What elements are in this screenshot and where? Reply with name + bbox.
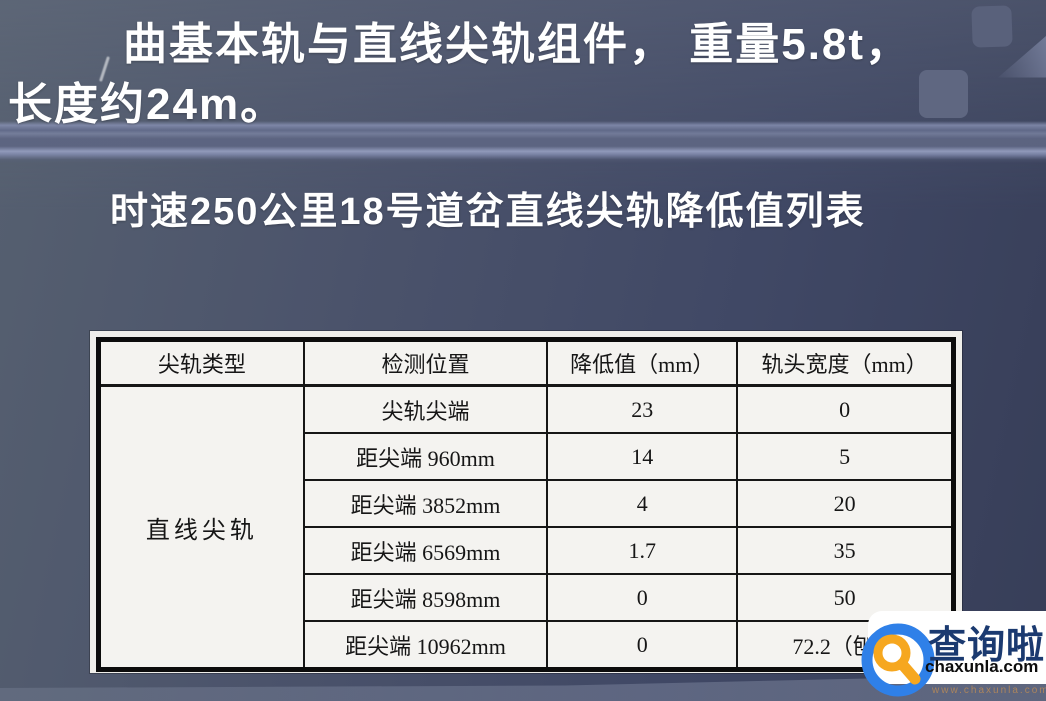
cell-position: 尖轨尖端 bbox=[302, 384, 549, 434]
cell-head-width: 20 bbox=[736, 479, 955, 528]
col-header-reduction: 降低值（mm） bbox=[546, 338, 739, 387]
magnifier-icon bbox=[861, 623, 935, 697]
col-header-head-width: 轨头宽度（mm） bbox=[736, 338, 955, 387]
cell-reduction: 0 bbox=[546, 620, 739, 671]
cell-position: 距尖端 10962mm bbox=[302, 620, 549, 671]
cell-head-width: 5 bbox=[736, 432, 955, 481]
cell-position: 距尖端 3852mm bbox=[302, 479, 549, 528]
horizontal-stripe-band bbox=[0, 121, 1046, 163]
decor-square-top bbox=[971, 5, 1013, 48]
cell-position: 距尖端 8598mm bbox=[302, 573, 549, 622]
col-header-rail-type: 尖轨类型 bbox=[97, 338, 305, 387]
table-row: 距尖端 960mm 14 5 bbox=[99, 432, 955, 481]
decor-square-bottom bbox=[919, 70, 968, 118]
headline-line1: 曲基本轨与直线尖轨组件， 重量5.8t， bbox=[123, 20, 912, 69]
col-header-position: 检测位置 bbox=[302, 338, 549, 387]
headline-line2: 长度约24m。 bbox=[8, 80, 287, 129]
row-group-label: 直线尖轨 bbox=[97, 384, 305, 671]
table-row: 距尖端 6569mm 1.7 35 bbox=[99, 526, 955, 575]
table-row: 距尖端 3852mm 4 20 bbox=[99, 479, 955, 528]
cell-reduction: 14 bbox=[546, 432, 739, 481]
watermark-brand-text: 查询啦 bbox=[928, 625, 1046, 667]
cell-reduction: 1.7 bbox=[546, 526, 739, 575]
cell-head-width: 35 bbox=[736, 526, 955, 575]
cell-position: 距尖端 960mm bbox=[302, 432, 549, 481]
reduction-values-table: 尖轨类型 检测位置 降低值（mm） 轨头宽度（mm） 直线尖轨 尖轨尖端 23 … bbox=[96, 337, 956, 672]
cell-head-width: 0 bbox=[736, 384, 955, 434]
watermark: 查询啦 chaxunla.com www.chaxunla.com bbox=[861, 611, 1046, 697]
cell-reduction: 23 bbox=[546, 384, 739, 434]
watermark-domain-text: chaxunla.com bbox=[925, 657, 1039, 676]
watermark-faint-url: www.chaxunla.com bbox=[932, 685, 1046, 696]
cell-reduction: 0 bbox=[546, 573, 739, 622]
table-title: 时速250公里18号道岔直线尖轨降低值列表 bbox=[110, 191, 866, 233]
cell-reduction: 4 bbox=[546, 479, 739, 528]
table-row: 直线尖轨 尖轨尖端 23 0 bbox=[97, 384, 955, 671]
table-header-row: 尖轨类型 检测位置 降低值（mm） 轨头宽度（mm） bbox=[97, 338, 955, 387]
table-panel: 尖轨类型 检测位置 降低值（mm） 轨头宽度（mm） 直线尖轨 尖轨尖端 23 … bbox=[90, 331, 962, 673]
cell-position: 距尖端 6569mm bbox=[302, 526, 549, 575]
